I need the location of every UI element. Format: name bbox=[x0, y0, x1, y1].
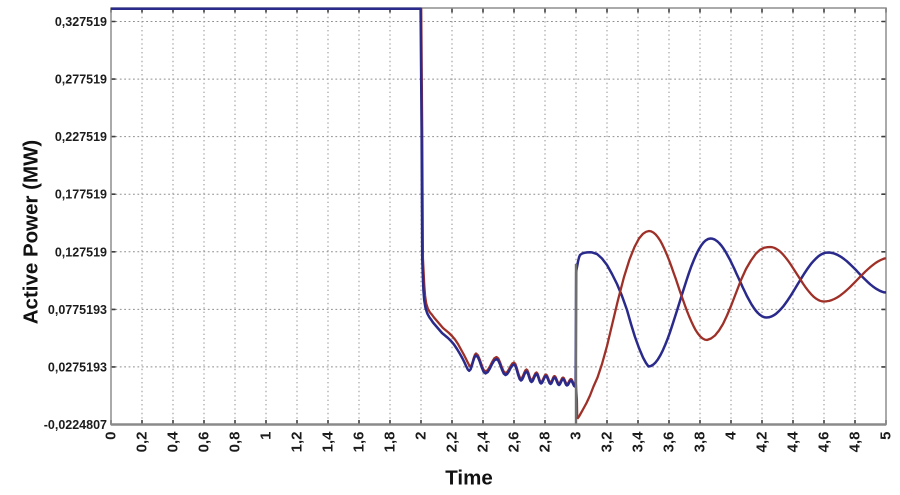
svg-text:3: 3 bbox=[568, 432, 585, 440]
svg-text:0,8: 0,8 bbox=[227, 432, 244, 453]
svg-text:1,2: 1,2 bbox=[289, 432, 306, 453]
svg-text:0,177519: 0,177519 bbox=[55, 188, 107, 202]
svg-text:0: 0 bbox=[103, 432, 120, 440]
svg-text:3,4: 3,4 bbox=[630, 431, 647, 453]
svg-text:4,4: 4,4 bbox=[785, 431, 802, 453]
svg-text:2,4: 2,4 bbox=[475, 431, 492, 453]
svg-text:4: 4 bbox=[723, 431, 740, 440]
svg-text:2,6: 2,6 bbox=[506, 432, 523, 453]
svg-text:4,8: 4,8 bbox=[847, 432, 864, 453]
svg-text:0,0275193: 0,0275193 bbox=[48, 360, 107, 374]
svg-text:0,327519: 0,327519 bbox=[55, 15, 107, 29]
svg-text:1,4: 1,4 bbox=[320, 431, 337, 453]
svg-text:3,6: 3,6 bbox=[661, 432, 678, 453]
svg-text:2,8: 2,8 bbox=[537, 432, 554, 453]
svg-text:5: 5 bbox=[878, 432, 895, 440]
svg-text:Active Power (MW): Active Power (MW) bbox=[20, 140, 43, 325]
svg-text:4,2: 4,2 bbox=[754, 432, 771, 453]
svg-text:-0,0224807: -0,0224807 bbox=[44, 418, 107, 432]
svg-text:0,0775193: 0,0775193 bbox=[48, 303, 107, 317]
svg-text:1: 1 bbox=[258, 432, 275, 440]
svg-text:2: 2 bbox=[413, 432, 430, 440]
svg-text:3,8: 3,8 bbox=[692, 432, 709, 453]
svg-text:0,2: 0,2 bbox=[134, 432, 151, 453]
svg-text:0,4: 0,4 bbox=[165, 431, 182, 453]
svg-text:3,2: 3,2 bbox=[599, 432, 616, 453]
svg-text:0,127519: 0,127519 bbox=[55, 245, 107, 259]
svg-text:0,277519: 0,277519 bbox=[55, 73, 107, 87]
svg-text:0,227519: 0,227519 bbox=[55, 130, 107, 144]
svg-text:4,6: 4,6 bbox=[816, 432, 833, 453]
svg-text:1,8: 1,8 bbox=[382, 432, 399, 453]
svg-text:2,2: 2,2 bbox=[444, 432, 461, 453]
svg-text:1,6: 1,6 bbox=[351, 432, 368, 453]
svg-text:0,6: 0,6 bbox=[196, 432, 213, 453]
svg-text:Time: Time bbox=[445, 467, 492, 490]
